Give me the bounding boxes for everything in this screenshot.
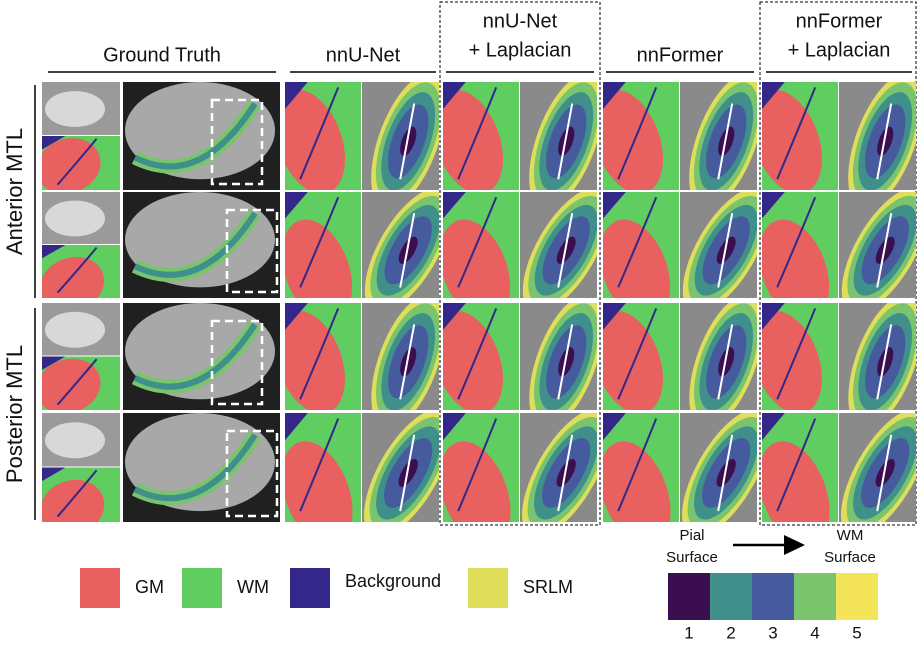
colorbar-tick: 3 [768, 623, 777, 642]
column-header: nnU-Net [326, 44, 401, 66]
image [123, 303, 280, 410]
figure: Ground Truth nnU-Net nnU-Net + Laplacian nnF… [0, 0, 918, 645]
colorbar-start: Pial [679, 527, 704, 544]
legend-swatch [468, 568, 508, 608]
row-label: Anterior MTL [2, 128, 27, 255]
colorbar-end: Surface [824, 549, 876, 566]
image [427, 413, 524, 556]
row-label: Posterior MTL [2, 345, 27, 483]
colorbar-cell [710, 573, 752, 620]
column-header: nnU-Net [483, 10, 558, 32]
tissue [45, 91, 105, 127]
colorbar-start: Surface [666, 549, 718, 566]
legend-label: SRLM [523, 577, 573, 597]
colorbar-cell [752, 573, 794, 620]
image [123, 82, 280, 190]
column-header: nnFormer [637, 44, 724, 66]
legend-label: GM [135, 577, 164, 597]
column-header: + Laplacian [788, 39, 891, 61]
image [42, 82, 120, 136]
legend-swatch [182, 568, 222, 608]
image [28, 129, 120, 202]
image [123, 192, 280, 298]
image [587, 413, 684, 556]
image [269, 413, 366, 556]
image [42, 303, 120, 357]
colorbar-end: WM [837, 527, 864, 544]
colorbar-tick: 4 [810, 623, 819, 642]
colorbar-tick: 5 [852, 623, 861, 642]
colorbar-tick: 1 [684, 623, 693, 642]
column-header: Ground Truth [103, 44, 221, 66]
legend-label: Background [345, 571, 441, 591]
arrow-head [784, 535, 805, 555]
legend-swatch [80, 568, 120, 608]
colorbar-cell [668, 573, 710, 620]
tissue [45, 201, 105, 237]
image [42, 192, 120, 245]
column-header: nnFormer [796, 10, 883, 32]
image [42, 413, 120, 468]
column-header: + Laplacian [469, 39, 572, 61]
tissue [45, 312, 105, 348]
legend-swatch [290, 568, 330, 608]
image [123, 413, 280, 522]
colorbar-tick: 2 [726, 623, 735, 642]
colorbar-cell [836, 573, 878, 620]
image [32, 468, 120, 545]
colorbar-cell [794, 573, 836, 620]
legend-label: WM [237, 577, 269, 597]
tissue [45, 422, 105, 458]
image [28, 350, 120, 423]
